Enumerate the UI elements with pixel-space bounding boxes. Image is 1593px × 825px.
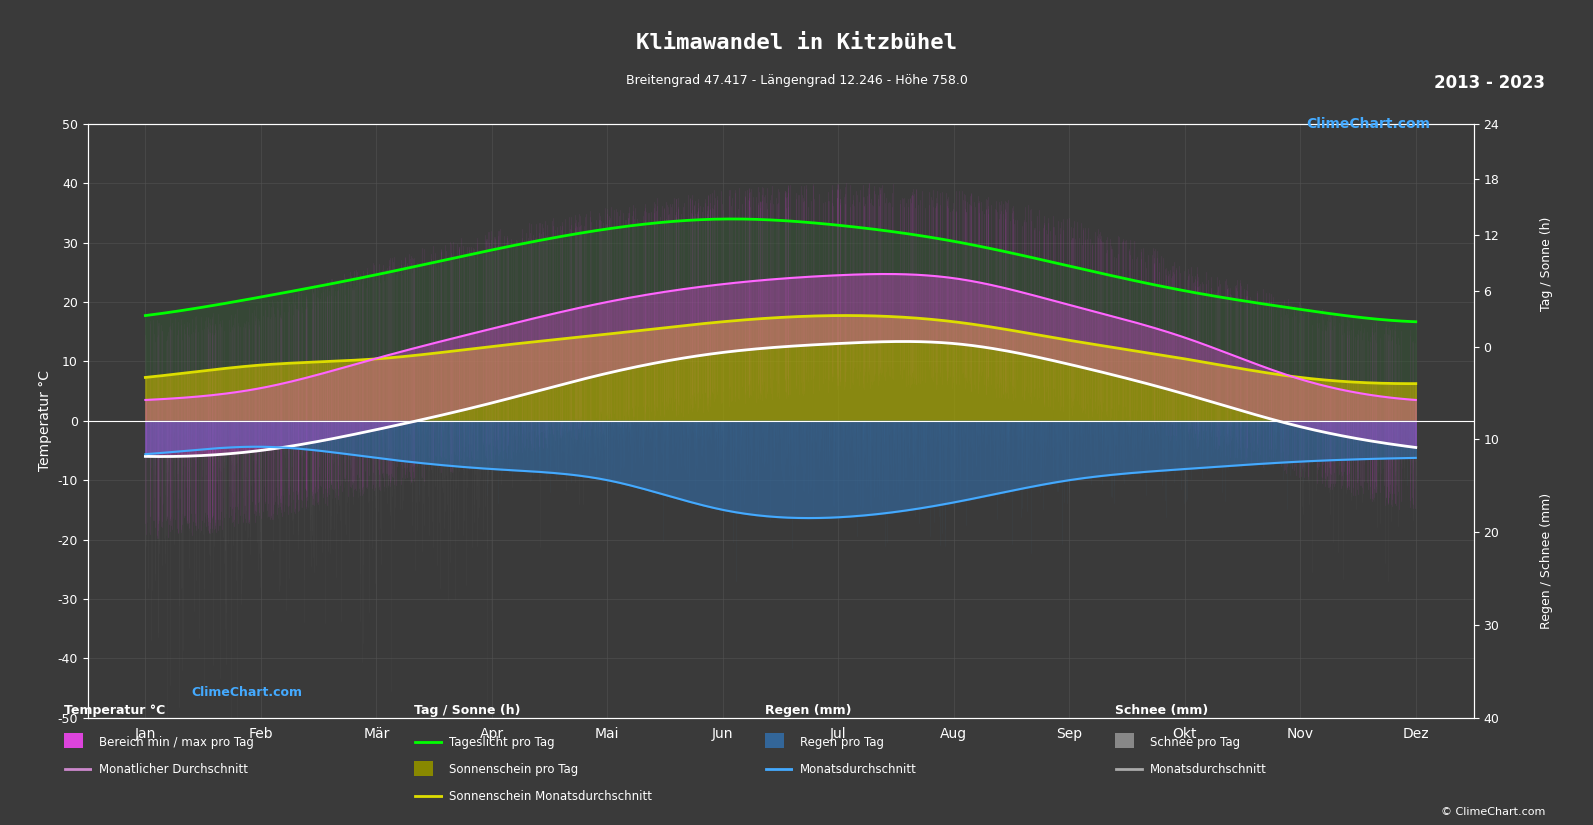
Text: Regen (mm): Regen (mm)	[765, 704, 851, 717]
Text: Breitengrad 47.417 - Längengrad 12.246 - Höhe 758.0: Breitengrad 47.417 - Längengrad 12.246 -…	[626, 74, 967, 87]
Text: Sonnenschein pro Tag: Sonnenschein pro Tag	[449, 763, 578, 776]
Text: Sonnenschein Monatsdurchschnitt: Sonnenschein Monatsdurchschnitt	[449, 790, 652, 804]
Text: 2013 - 2023: 2013 - 2023	[1434, 74, 1545, 92]
Text: Bereich min / max pro Tag: Bereich min / max pro Tag	[99, 736, 253, 749]
Text: Tag / Sonne (h): Tag / Sonne (h)	[1540, 217, 1553, 311]
Text: Monatlicher Durchschnitt: Monatlicher Durchschnitt	[99, 763, 249, 776]
Text: Schnee (mm): Schnee (mm)	[1115, 704, 1209, 717]
Text: Temperatur °C: Temperatur °C	[64, 704, 166, 717]
Text: ClimeChart.com: ClimeChart.com	[191, 686, 303, 700]
Text: Tageslicht pro Tag: Tageslicht pro Tag	[449, 736, 554, 749]
Text: ClimeChart.com: ClimeChart.com	[1306, 117, 1431, 130]
Text: Klimawandel in Kitzbühel: Klimawandel in Kitzbühel	[636, 33, 957, 53]
Text: Tag / Sonne (h): Tag / Sonne (h)	[414, 704, 521, 717]
Text: Monatsdurchschnitt: Monatsdurchschnitt	[800, 763, 916, 776]
Text: Monatsdurchschnitt: Monatsdurchschnitt	[1150, 763, 1266, 776]
Y-axis label: Temperatur °C: Temperatur °C	[38, 370, 53, 471]
Text: © ClimeChart.com: © ClimeChart.com	[1440, 807, 1545, 817]
Text: Regen / Schnee (mm): Regen / Schnee (mm)	[1540, 493, 1553, 629]
Text: Schnee pro Tag: Schnee pro Tag	[1150, 736, 1241, 749]
Text: Regen pro Tag: Regen pro Tag	[800, 736, 884, 749]
